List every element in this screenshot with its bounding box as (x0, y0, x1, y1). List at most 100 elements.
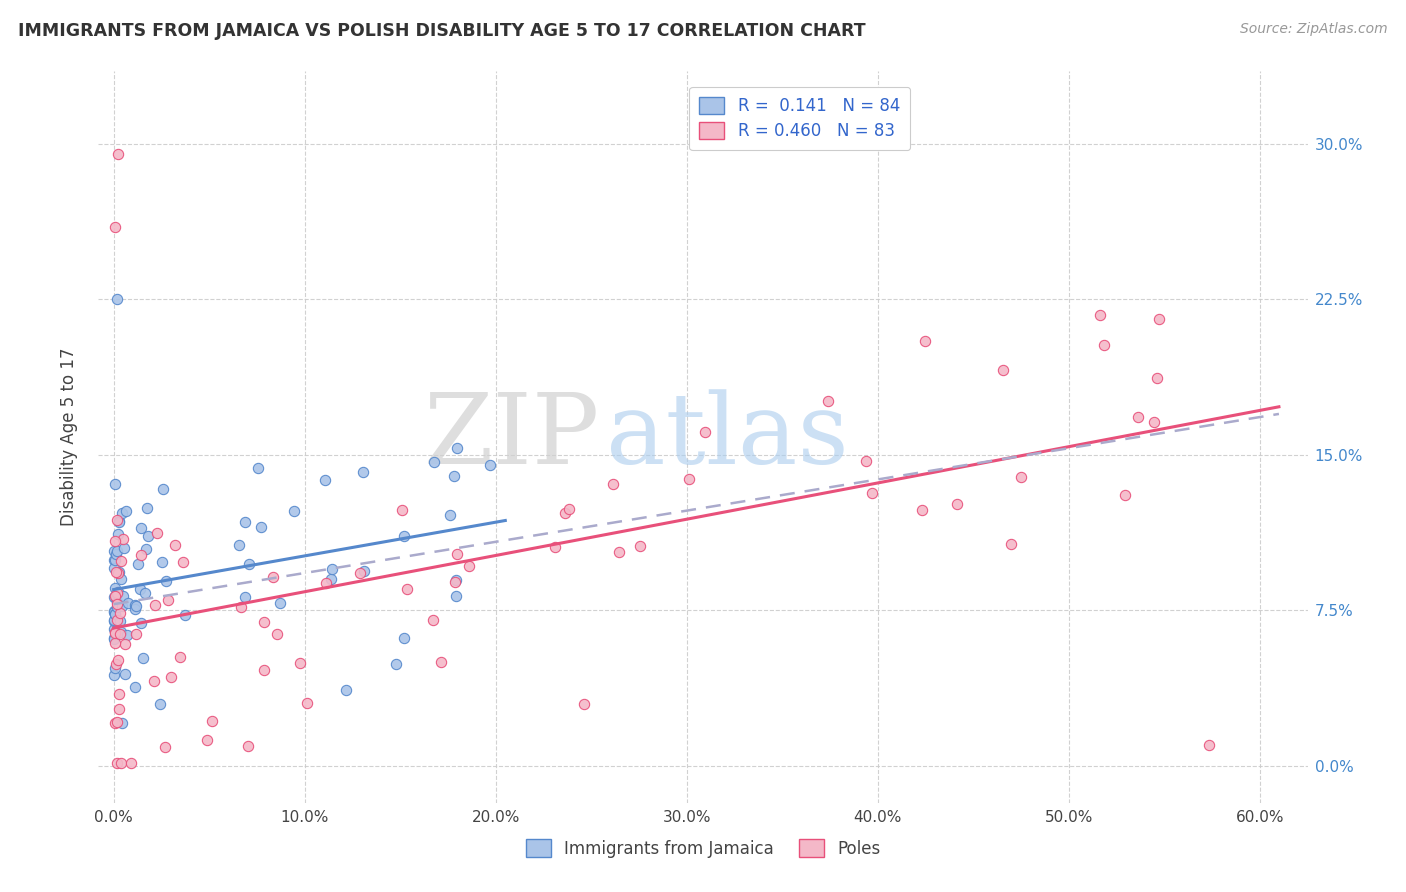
Point (817, 394, 839, 409)
Point (103, 604, 125, 618)
Point (103, 553, 125, 567)
Point (236, 739, 259, 753)
Point (107, 147, 129, 161)
Point (392, 632, 415, 646)
Point (103, 606, 125, 620)
Point (444, 575, 467, 590)
Point (114, 504, 136, 518)
Point (135, 501, 157, 516)
Point (108, 687, 131, 701)
Point (149, 697, 172, 711)
Point (104, 716, 127, 731)
Point (695, 425, 717, 440)
Text: IMMIGRANTS FROM JAMAICA VS POLISH DISABILITY AGE 5 TO 17 CORRELATION CHART: IMMIGRANTS FROM JAMAICA VS POLISH DISABI… (18, 22, 866, 40)
Point (108, 702, 131, 716)
Point (127, 557, 149, 571)
Point (1143, 415, 1166, 429)
Point (111, 589, 134, 603)
Point (110, 572, 132, 586)
Point (349, 566, 371, 581)
Point (439, 508, 461, 522)
Point (111, 506, 134, 520)
Point (446, 589, 468, 603)
Point (142, 674, 165, 689)
Point (479, 458, 502, 472)
Point (105, 293, 128, 307)
Point (120, 756, 142, 771)
Point (105, 547, 128, 561)
Point (105, 513, 128, 527)
Point (110, 626, 132, 640)
Point (104, 589, 127, 603)
Point (104, 591, 127, 605)
Point (855, 454, 877, 468)
Point (195, 732, 218, 747)
Point (946, 497, 969, 511)
Point (860, 485, 883, 500)
Point (112, 541, 135, 556)
Point (558, 502, 581, 516)
Point (104, 624, 127, 639)
Point (104, 219, 127, 234)
Y-axis label: Disability Age 5 to 17: Disability Age 5 to 17 (59, 348, 77, 526)
Point (429, 655, 451, 669)
Point (111, 599, 134, 614)
Point (1126, 410, 1149, 425)
Point (107, 527, 129, 541)
Point (124, 680, 146, 694)
Point (107, 600, 129, 615)
Point (250, 519, 273, 533)
Point (105, 597, 128, 611)
Point (108, 614, 131, 628)
Point (104, 565, 127, 579)
Point (105, 756, 128, 771)
Point (295, 696, 318, 710)
Point (911, 503, 934, 517)
Point (124, 602, 146, 616)
Point (422, 614, 444, 628)
Point (104, 607, 127, 621)
Point (572, 698, 595, 712)
Point (155, 574, 177, 589)
Point (128, 582, 150, 596)
Point (283, 504, 305, 518)
Point (108, 514, 131, 528)
Point (238, 557, 260, 571)
Point (103, 613, 125, 627)
Point (114, 667, 136, 681)
Point (253, 663, 276, 677)
Point (235, 515, 257, 529)
Text: ZIP: ZIP (425, 389, 600, 485)
Point (108, 606, 131, 620)
Point (107, 565, 129, 579)
Point (266, 627, 288, 641)
Point (269, 596, 291, 610)
Point (1092, 338, 1115, 352)
Point (104, 533, 127, 548)
Point (159, 670, 181, 684)
Point (153, 740, 176, 755)
Point (914, 334, 936, 348)
Point (115, 628, 138, 642)
Point (103, 631, 125, 645)
Point (229, 600, 252, 615)
Point (110, 554, 132, 568)
Point (174, 607, 197, 622)
Point (107, 544, 129, 558)
Point (201, 714, 224, 728)
Point (228, 538, 250, 552)
Point (391, 503, 413, 517)
Point (165, 538, 187, 552)
Point (110, 756, 132, 771)
Point (104, 581, 127, 595)
Point (628, 540, 651, 554)
Point (1090, 308, 1112, 322)
Point (129, 521, 152, 535)
Point (103, 561, 125, 575)
Text: atlas: atlas (606, 389, 849, 485)
Point (1146, 370, 1168, 384)
Point (172, 555, 194, 569)
Point (104, 657, 127, 671)
Point (129, 616, 152, 631)
Point (444, 573, 467, 587)
